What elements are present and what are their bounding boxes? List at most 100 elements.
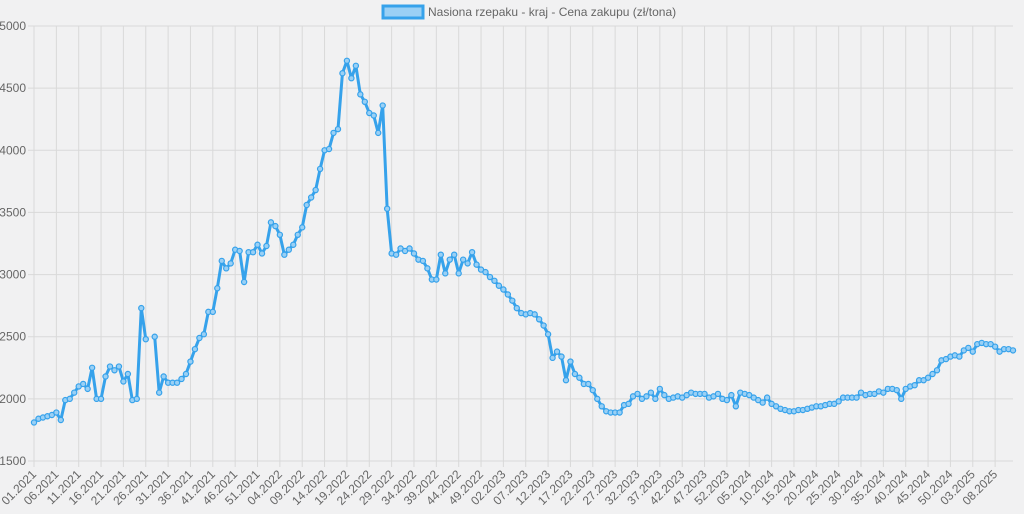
data-point[interactable] xyxy=(656,385,664,393)
data-point[interactable] xyxy=(79,380,87,388)
data-point[interactable] xyxy=(553,348,561,355)
data-point[interactable] xyxy=(616,409,623,416)
data-point[interactable] xyxy=(361,98,368,106)
data-point[interactable] xyxy=(893,386,900,394)
data-point[interactable] xyxy=(133,395,141,403)
data-point[interactable] xyxy=(178,375,185,383)
data-point[interactable] xyxy=(504,291,512,298)
data-point[interactable] xyxy=(249,248,257,256)
data-point[interactable] xyxy=(357,91,364,98)
data-point[interactable] xyxy=(155,389,163,396)
data-point[interactable] xyxy=(66,395,73,403)
data-point[interactable] xyxy=(392,251,400,258)
data-point[interactable] xyxy=(759,399,766,406)
data-point[interactable] xyxy=(138,304,145,312)
data-point[interactable] xyxy=(451,251,458,258)
data-point[interactable] xyxy=(625,400,632,408)
data-point[interactable] xyxy=(343,57,351,65)
data-point[interactable] xyxy=(969,348,976,355)
data-point[interactable] xyxy=(102,373,109,380)
data-point[interactable] xyxy=(218,257,225,265)
data-point[interactable] xyxy=(53,409,60,416)
data-point[interactable] xyxy=(236,247,243,255)
data-point[interactable] xyxy=(763,394,771,401)
data-point[interactable] xyxy=(464,260,471,267)
data-point[interactable] xyxy=(576,374,583,381)
data-point[interactable] xyxy=(540,322,547,329)
data-point[interactable] xyxy=(115,363,123,370)
data-point[interactable] xyxy=(267,219,275,226)
data-point[interactable] xyxy=(723,396,731,404)
legend-swatch[interactable] xyxy=(381,4,425,20)
legend-label[interactable]: Nasiona rzepaku - kraj - Cena zakupu (zł… xyxy=(428,5,676,19)
data-point[interactable] xyxy=(214,285,221,292)
data-point[interactable] xyxy=(339,70,346,77)
data-point[interactable] xyxy=(276,231,284,238)
data-point[interactable] xyxy=(598,403,605,410)
data-point[interactable] xyxy=(272,222,279,230)
data-point[interactable] xyxy=(558,353,565,360)
data-point[interactable] xyxy=(491,277,498,284)
data-point[interactable] xyxy=(352,62,360,69)
data-point[interactable] xyxy=(562,377,570,384)
data-point[interactable] xyxy=(898,395,905,403)
data-point[interactable] xyxy=(531,311,538,318)
data-point[interactable] xyxy=(442,270,449,277)
data-point[interactable] xyxy=(120,378,127,385)
data-point[interactable] xyxy=(142,336,149,343)
data-point[interactable] xyxy=(200,331,208,338)
data-point[interactable] xyxy=(254,241,261,248)
data-point[interactable] xyxy=(312,186,319,194)
data-point[interactable] xyxy=(419,257,427,265)
data-point[interactable] xyxy=(544,331,552,338)
data-point[interactable] xyxy=(535,316,543,323)
data-point[interactable] xyxy=(437,251,444,258)
data-point[interactable] xyxy=(379,102,386,109)
data-point[interactable] xyxy=(124,370,132,378)
data-point[interactable] xyxy=(991,343,999,350)
data-point[interactable] xyxy=(307,194,315,201)
data-point[interactable] xyxy=(227,260,234,267)
data-point[interactable] xyxy=(728,391,735,399)
data-point[interactable] xyxy=(57,416,65,424)
data-point[interactable] xyxy=(30,419,38,426)
data-point[interactable] xyxy=(446,256,453,263)
data-point[interactable] xyxy=(330,129,337,137)
data-point[interactable] xyxy=(835,398,842,405)
legend[interactable]: Nasiona rzepaku - kraj - Cena zakupu (zł… xyxy=(381,4,676,20)
data-point[interactable] xyxy=(258,250,266,257)
data-point[interactable] xyxy=(589,386,596,394)
data-point[interactable] xyxy=(509,297,516,304)
data-point[interactable] xyxy=(106,363,114,370)
data-point[interactable] xyxy=(370,112,377,119)
data-point[interactable] xyxy=(294,231,301,238)
data-point[interactable] xyxy=(956,353,963,360)
data-point[interactable] xyxy=(424,265,431,272)
data-point[interactable] xyxy=(433,276,440,283)
data-point[interactable] xyxy=(240,278,248,286)
data-point[interactable] xyxy=(316,165,324,173)
data-point[interactable] xyxy=(459,256,467,263)
data-point[interactable] xyxy=(486,273,494,281)
data-point[interactable] xyxy=(375,129,382,137)
data-point[interactable] xyxy=(495,282,503,289)
data-point[interactable] xyxy=(571,370,579,378)
data-point[interactable] xyxy=(924,374,932,381)
data-point[interactable] xyxy=(71,389,78,396)
data-point[interactable] xyxy=(482,268,489,276)
data-point[interactable] xyxy=(196,334,203,342)
data-point[interactable] xyxy=(661,391,668,399)
data-point[interactable] xyxy=(549,354,556,362)
data-point[interactable] xyxy=(714,390,722,398)
data-point[interactable] xyxy=(299,224,306,231)
data-point[interactable] xyxy=(97,395,105,403)
data-point[interactable] xyxy=(500,286,507,293)
data-point[interactable] xyxy=(468,248,476,256)
data-point[interactable] xyxy=(594,395,601,403)
data-point[interactable] xyxy=(285,246,293,253)
data-point[interactable] xyxy=(84,385,91,393)
data-point[interactable] xyxy=(933,367,941,374)
data-point[interactable] xyxy=(160,373,167,380)
data-point[interactable] xyxy=(111,367,118,374)
data-point[interactable] xyxy=(732,403,740,410)
